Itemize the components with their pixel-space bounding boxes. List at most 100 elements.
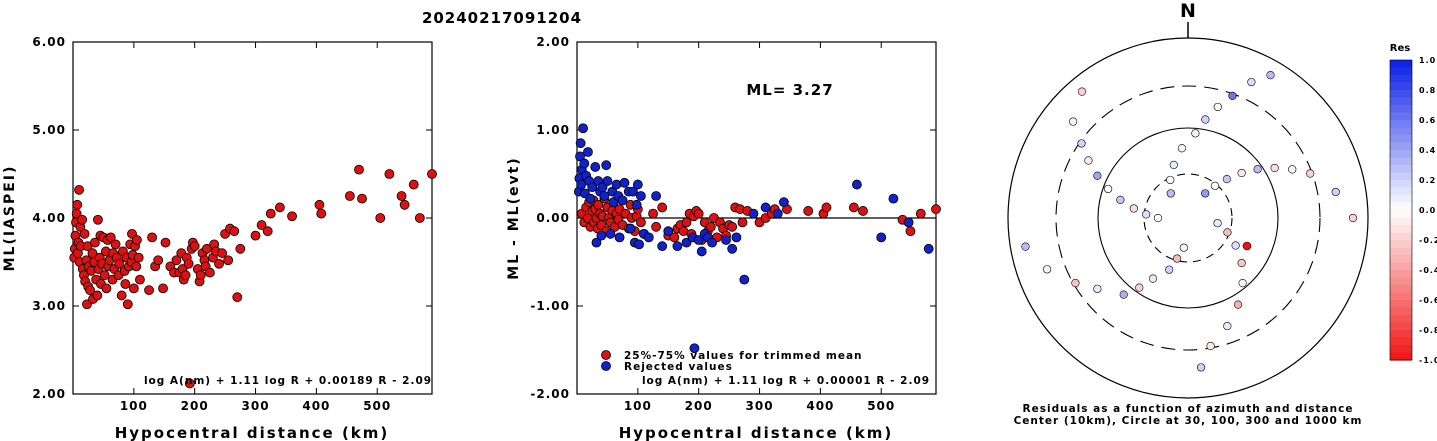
colorbar-segment [1390, 352, 1412, 361]
data-point [821, 202, 832, 213]
formula-label: log A(nm) + 1.11 log R + 0.00189 R - 2.0… [144, 375, 432, 387]
station-point [1084, 156, 1093, 165]
data-point [663, 226, 674, 237]
data-point [105, 232, 116, 243]
epicenter-marker [1242, 241, 1252, 251]
station-point [1331, 187, 1340, 197]
y-tick-label: 4.00 [32, 211, 66, 225]
colorbar-segment [1390, 135, 1412, 144]
data-point [585, 193, 596, 204]
data-point [707, 237, 717, 248]
station-point [1179, 243, 1188, 252]
colorbar-segment [1390, 330, 1412, 339]
data-point [183, 258, 194, 269]
station-point [1213, 219, 1222, 228]
data-point [357, 193, 367, 204]
data-point [74, 184, 84, 195]
station-point [1169, 160, 1178, 169]
colorbar-tick-label: -0.2 [1419, 236, 1437, 245]
data-point [635, 217, 646, 228]
colorbar-segment [1390, 202, 1412, 211]
station-point [1135, 283, 1144, 292]
data-point [354, 164, 364, 175]
colorbar-tick-label: 0.2 [1419, 176, 1436, 185]
data-point [634, 239, 644, 250]
colorbar-segment [1390, 120, 1412, 129]
station-point [1222, 175, 1231, 184]
colorbar-segment [1390, 195, 1412, 204]
data-point [803, 206, 814, 216]
station-point [1288, 165, 1297, 174]
colorbar-segment [1390, 187, 1412, 196]
footer-line-1: Residuals as a function of azimuth and d… [1023, 403, 1354, 415]
data-point [625, 223, 636, 234]
ring-30km [1143, 173, 1233, 263]
data-point [579, 158, 590, 169]
y-tick-label: 6.00 [32, 35, 66, 49]
station-point [1233, 300, 1243, 309]
data-point [731, 232, 742, 243]
data-point [375, 213, 386, 223]
station-point [1191, 129, 1200, 138]
data-point [184, 378, 195, 389]
data-point [90, 237, 100, 248]
data-point [235, 243, 246, 254]
y-tick-label: -1.00 [530, 299, 570, 313]
data-point [657, 202, 668, 213]
data-point [628, 186, 638, 197]
colorbar-tick-label: 1.0 [1419, 56, 1436, 65]
data-point [931, 204, 941, 215]
data-point [316, 208, 327, 219]
colorbar-segment [1390, 307, 1412, 316]
data-point [195, 270, 206, 281]
legend-marker-trimmed [601, 350, 611, 360]
data-point [681, 217, 692, 228]
data-point [128, 283, 139, 294]
data-point [851, 179, 862, 190]
colorbar-segment [1390, 240, 1412, 249]
axis-ticks: 100 200 300 400 500 2.00 3.00 4.00 5.00 6.00 [32, 35, 432, 413]
data-points [69, 164, 437, 389]
station-point [1166, 175, 1175, 185]
data-point [92, 290, 103, 301]
data-point [265, 208, 276, 219]
station-point [1237, 168, 1246, 178]
data-point [876, 232, 887, 243]
y-tick-label: 0.00 [536, 211, 570, 225]
data-point [583, 147, 593, 157]
x-tick-label: 200 [685, 399, 713, 413]
colorbar-segment [1390, 127, 1412, 136]
data-point [223, 255, 234, 266]
colorbar-frame [1389, 59, 1413, 361]
data-point [643, 232, 654, 243]
x-tick-label: 300 [242, 399, 270, 413]
data-point [427, 169, 437, 179]
data-point [131, 235, 142, 245]
data-point [135, 274, 145, 285]
colorbar-segment [1390, 322, 1412, 331]
data-point [689, 343, 700, 354]
data-point [596, 230, 607, 241]
station-point [1237, 258, 1246, 268]
data-point [133, 252, 144, 263]
station-point [1148, 274, 1158, 283]
x-tick-label: 400 [302, 399, 330, 413]
data-point [693, 235, 704, 245]
data-point [153, 255, 164, 266]
data-point [274, 202, 285, 213]
data-point [903, 217, 914, 228]
data-point [601, 160, 612, 171]
colorbar-segment [1390, 142, 1412, 151]
data-point [614, 232, 625, 243]
colorbar-segment [1390, 105, 1412, 114]
y-tick-label: 5.00 [32, 123, 66, 137]
data-point [399, 199, 410, 210]
x-tick-label: 100 [624, 399, 652, 413]
data-point [85, 285, 95, 296]
data-point [888, 193, 899, 204]
ring-100km [1097, 127, 1279, 309]
colorbar-segment [1390, 292, 1412, 301]
data-point [287, 211, 297, 222]
colorbar-segment [1390, 345, 1412, 354]
